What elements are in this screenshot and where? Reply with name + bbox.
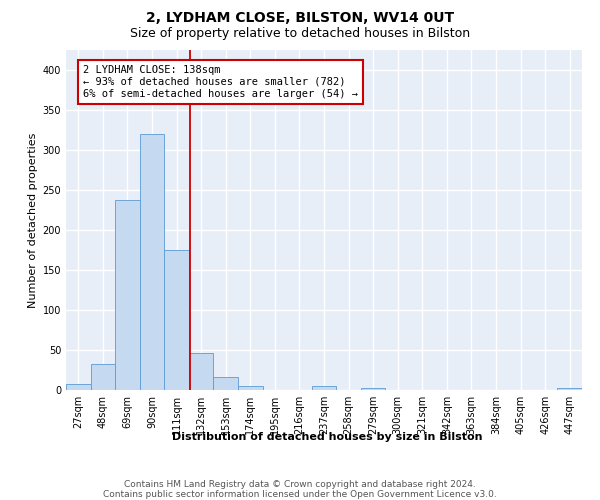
Bar	[557, 388, 582, 390]
Bar	[91, 364, 115, 390]
Text: Size of property relative to detached houses in Bilston: Size of property relative to detached ho…	[130, 28, 470, 40]
Bar	[189, 353, 214, 390]
Text: 2, LYDHAM CLOSE, BILSTON, WV14 0UT: 2, LYDHAM CLOSE, BILSTON, WV14 0UT	[146, 12, 454, 26]
Bar	[66, 384, 91, 390]
Y-axis label: Number of detached properties: Number of detached properties	[28, 132, 38, 308]
Bar	[140, 134, 164, 390]
Text: 2 LYDHAM CLOSE: 138sqm
← 93% of detached houses are smaller (782)
6% of semi-det: 2 LYDHAM CLOSE: 138sqm ← 93% of detached…	[83, 66, 358, 98]
Bar	[214, 377, 238, 390]
Text: Contains HM Land Registry data © Crown copyright and database right 2024.
Contai: Contains HM Land Registry data © Crown c…	[103, 480, 497, 499]
Bar	[361, 388, 385, 390]
Bar	[115, 200, 140, 390]
Bar	[238, 386, 263, 390]
Bar	[164, 250, 189, 390]
Bar	[312, 386, 336, 390]
Text: Distribution of detached houses by size in Bilston: Distribution of detached houses by size …	[172, 432, 482, 442]
